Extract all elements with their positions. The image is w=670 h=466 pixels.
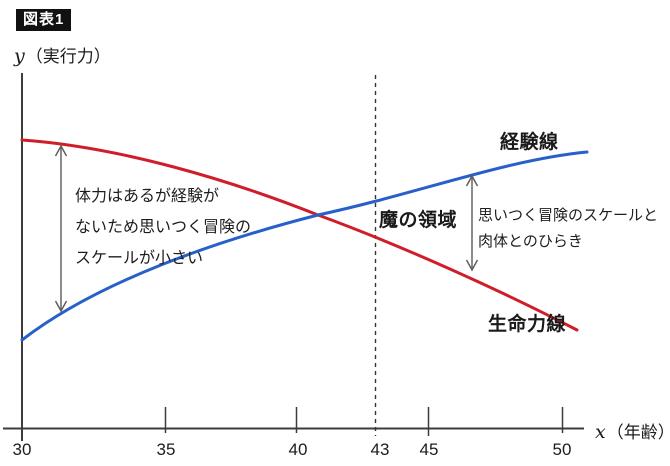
annotation-left-line1: 体力はあるが経験が	[75, 188, 220, 205]
annotation-left-line2: ないため思いつく冒険の	[75, 219, 252, 236]
gap-arrow-right-bottom-head	[465, 259, 479, 272]
annotation-left-line3: スケールが小さい	[75, 250, 204, 267]
x-tick-label-43: 43	[370, 440, 390, 459]
annotation-right-line1: 思いつく冒険のスケールと	[478, 207, 659, 224]
x-tick-label-50: 50	[552, 440, 572, 459]
vitality-line-label: 生命力線	[488, 314, 567, 335]
x-axis-label: x（年齢）	[595, 418, 670, 443]
annotation-right-line2: 肉体とのひらき	[478, 233, 583, 250]
gap-arrow-left	[54, 144, 68, 313]
x-tick-label-35: 35	[156, 440, 176, 459]
y-axis-label: y（実行力）	[14, 42, 111, 67]
experience-curve	[20, 150, 589, 342]
annotation-right: 思いつく冒険のスケールと 肉体とのひらき	[478, 203, 658, 255]
gap-arrow-right-top-head	[465, 174, 479, 187]
demon-zone-label: 魔の領域	[379, 210, 458, 231]
y-axis-unit: （実行力）	[25, 47, 111, 66]
x-tick-label-45: 45	[419, 440, 439, 459]
gap-arrow-left-bottom-head	[54, 300, 68, 313]
annotation-left: 体力はあるが経験が ないため思いつく冒険の スケールが小さい	[75, 181, 251, 274]
gap-arrow-right	[465, 174, 479, 272]
y-axis-variable: y	[14, 45, 25, 67]
x-axis-variable: x	[595, 421, 606, 443]
x-axis-unit: （年齢）	[606, 423, 670, 442]
figure-number-badge: 図表1	[16, 9, 72, 31]
x-tick-label-30: 30	[12, 440, 32, 459]
experience-line-label: 経験線	[500, 132, 559, 153]
gap-arrow-left-top-head	[54, 144, 68, 157]
x-tick-label-40: 40	[288, 440, 308, 459]
